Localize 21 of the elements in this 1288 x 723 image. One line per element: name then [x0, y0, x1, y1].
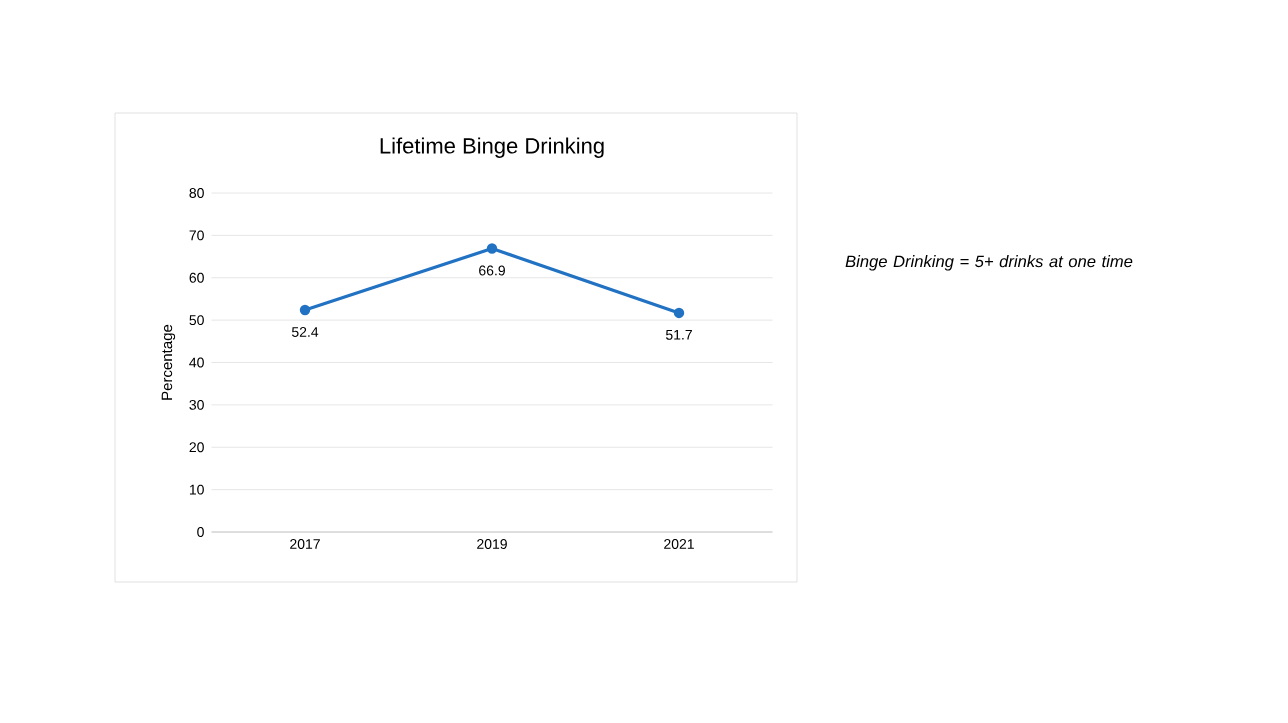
- y-tick-label: 20: [189, 442, 204, 453]
- y-tick-label: 30: [189, 399, 204, 410]
- y-axis-title: Percentage: [161, 324, 176, 400]
- y-tick-label: 70: [189, 230, 204, 241]
- y-tick-label: 10: [189, 484, 204, 495]
- point: [299, 304, 311, 316]
- data-label: 51.7: [665, 329, 692, 340]
- y-tick-label: 80: [189, 188, 204, 198]
- chart-title: Lifetime Binge Drinking: [380, 137, 604, 158]
- y-tick-label: 50: [189, 315, 204, 326]
- text: Binge Drinking = 5+ drinks at one time: [845, 255, 1133, 271]
- x-tick-label: 2017: [290, 539, 320, 549]
- y-tick-label: 60: [189, 272, 204, 283]
- x-tick-label: 2019: [477, 539, 507, 549]
- y-tick-label: 0: [197, 527, 204, 537]
- data-label: 66.9: [479, 265, 505, 276]
- x-tick-label: 2021: [664, 539, 694, 549]
- point: [486, 243, 498, 254]
- y-tick-label: 40: [189, 357, 204, 368]
- point: [673, 307, 685, 319]
- data-label: 52.4: [291, 327, 319, 337]
